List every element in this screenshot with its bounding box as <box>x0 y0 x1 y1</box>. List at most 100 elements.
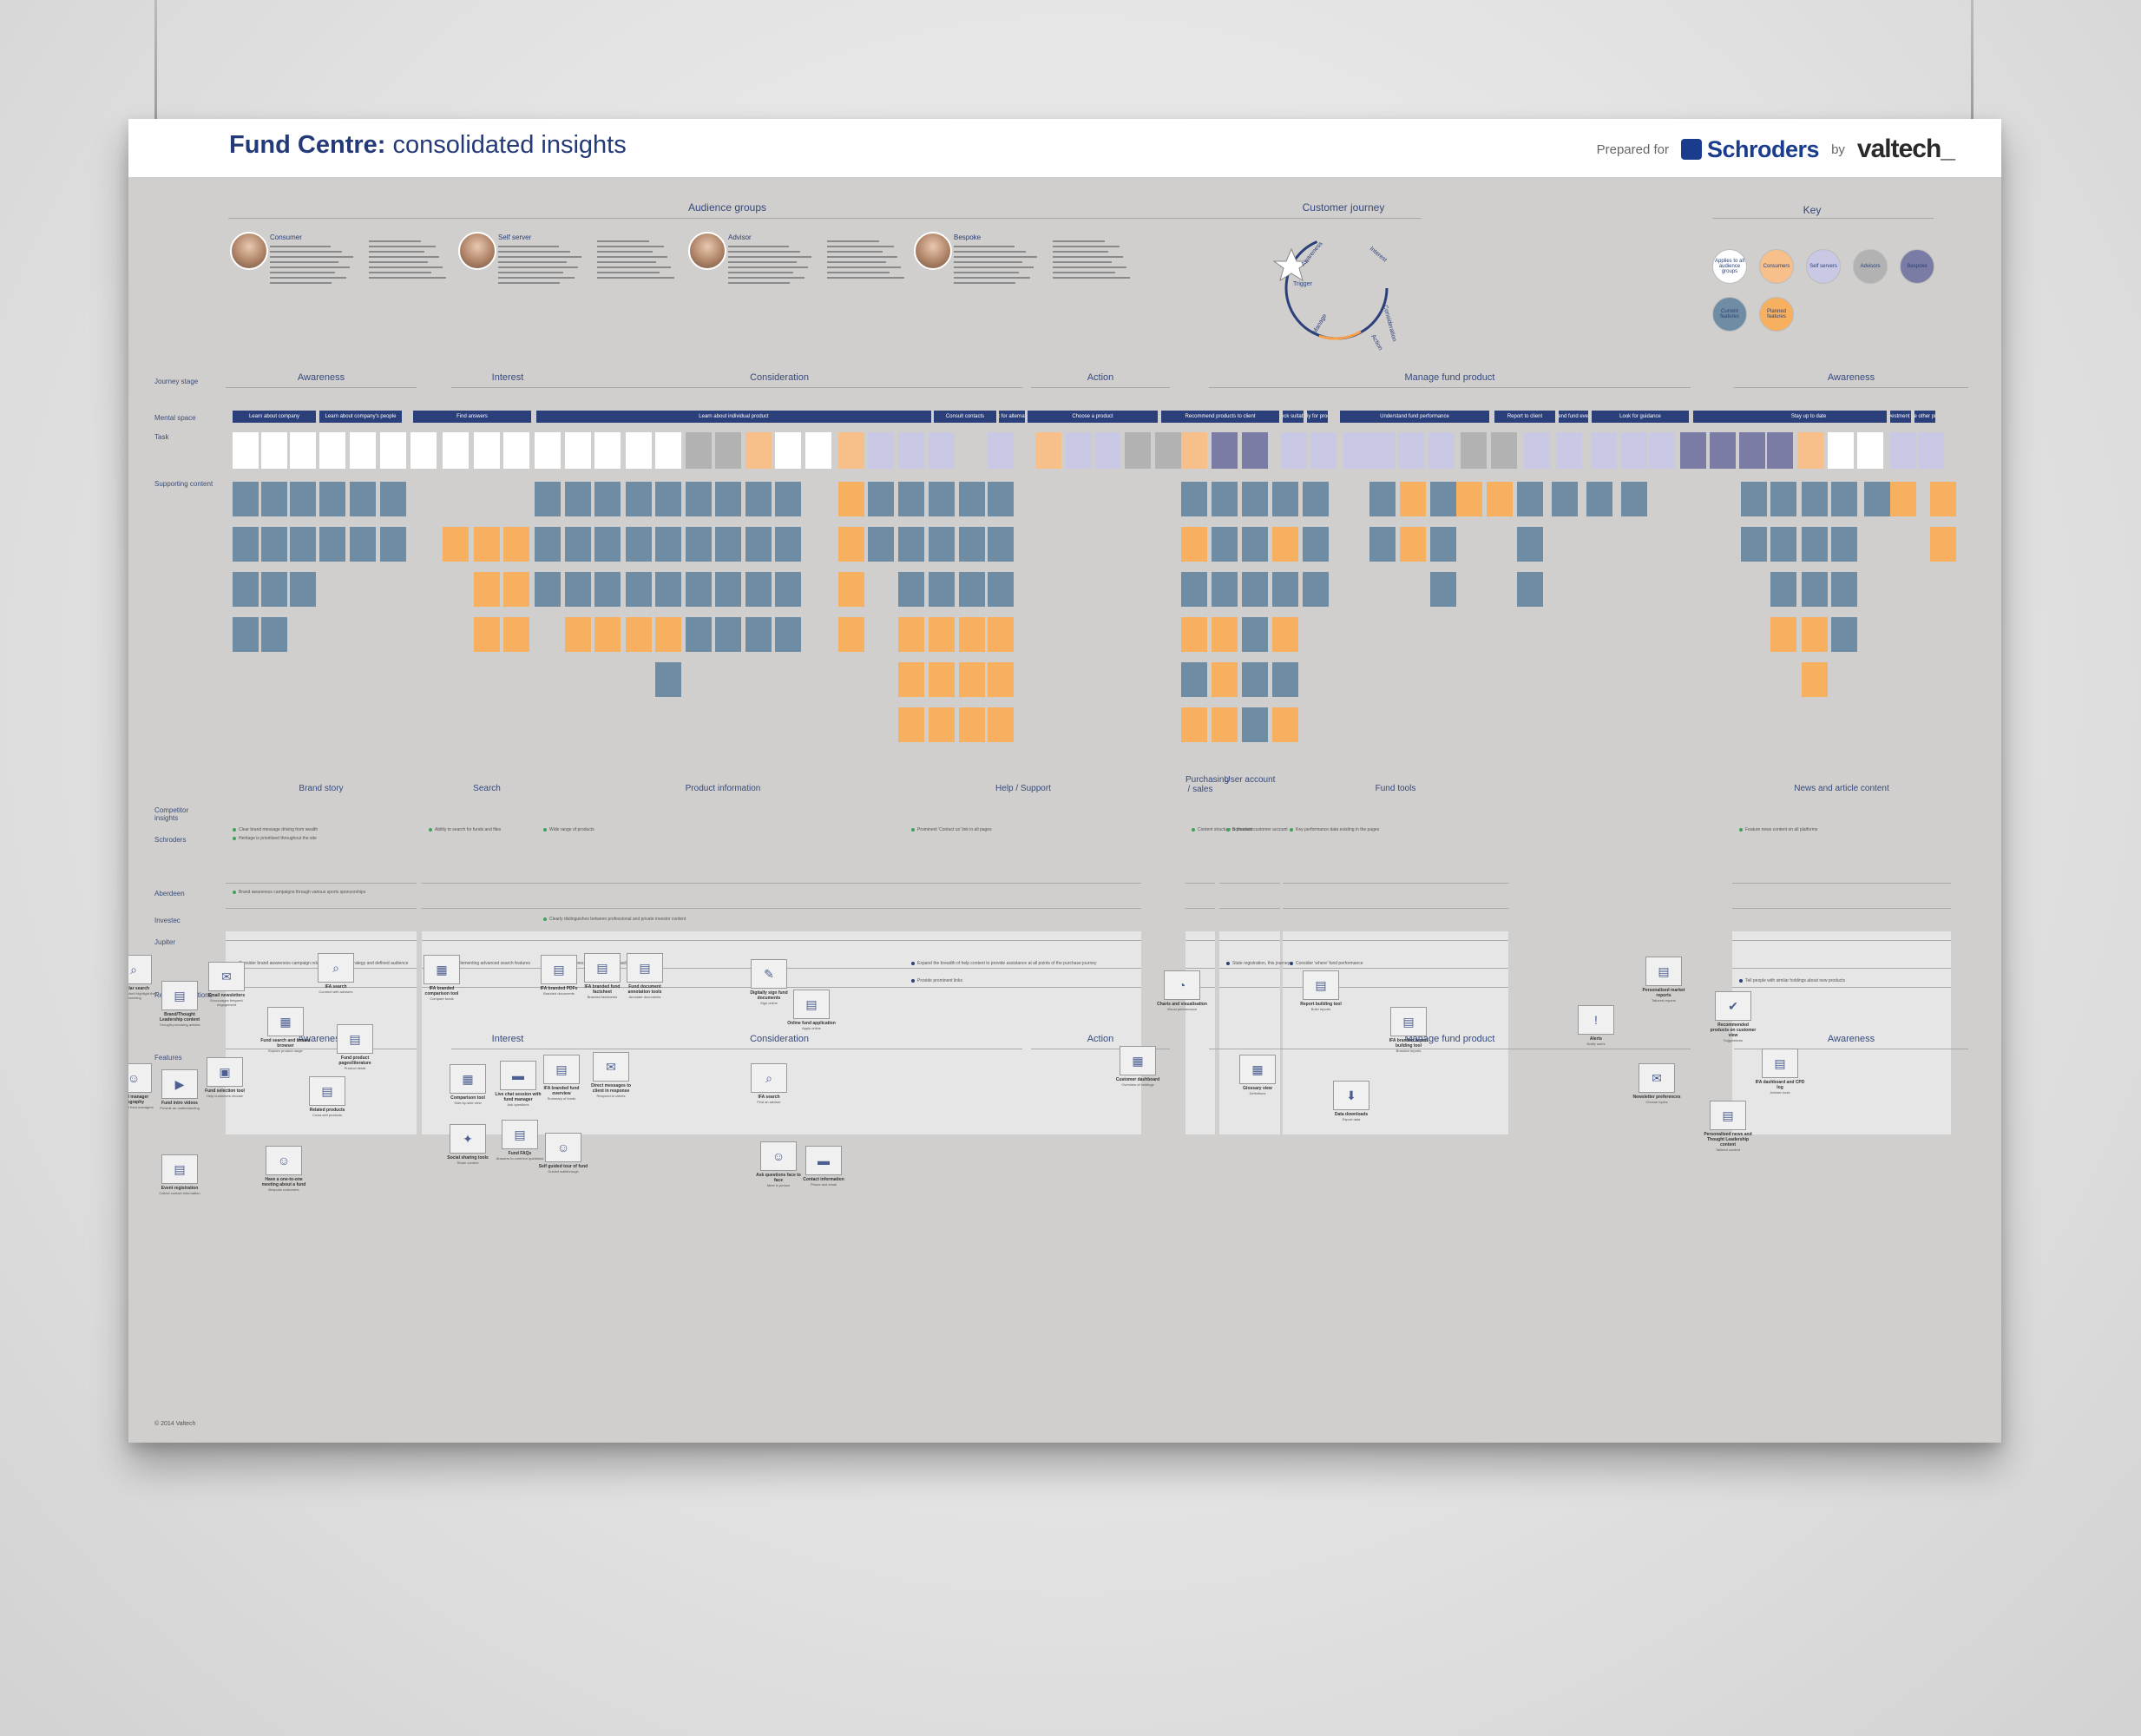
key-needs-line <box>369 246 436 247</box>
feature-label: Fund FAQs <box>508 1151 532 1156</box>
feature-description: Product detail <box>344 1066 366 1070</box>
content-card <box>868 527 894 562</box>
content-card <box>929 707 955 742</box>
feature-card: ▬ Contact information Phone and email <box>798 1146 849 1187</box>
content-card <box>594 572 621 607</box>
stage-rule <box>536 387 1022 388</box>
description-line <box>728 272 793 273</box>
journey-stage: Manage fund product <box>1404 372 1495 383</box>
bullet-text: Key performance data existing in the pag… <box>1296 827 1380 832</box>
description-line <box>498 266 578 268</box>
bullet-text: Expand the breadth of help content to pr… <box>917 961 1097 966</box>
task-card <box>805 432 831 469</box>
insight-bullet: Ability to search for funds and files <box>429 827 501 832</box>
feature-card: ▤ IFA branded fund factsheet Branded facts… <box>577 953 627 999</box>
competitor-column-title: Search <box>473 784 501 793</box>
avatar <box>458 232 496 270</box>
task-card <box>1857 432 1883 469</box>
content-card <box>1272 482 1298 516</box>
task-card <box>1343 432 1369 469</box>
label-mental-space: Mental space <box>154 414 196 422</box>
content-card <box>290 527 316 562</box>
feature-icon: ▤ <box>161 1154 198 1184</box>
feature-icon: ▦ <box>424 955 460 984</box>
content-card <box>745 527 772 562</box>
feature-description: Export data <box>1342 1117 1361 1121</box>
hanging-wire-right <box>1971 0 1974 128</box>
feature-card: ▤ Fund product pages/literature Product de… <box>330 1024 380 1070</box>
description-line <box>954 266 1034 268</box>
content-card <box>261 527 287 562</box>
schroders-crest-icon <box>1681 139 1703 160</box>
content-card <box>565 572 591 607</box>
task-card <box>1094 432 1120 469</box>
feature-label: Recommended products on customer view <box>1710 1023 1757 1038</box>
feature-label: Contact information <box>803 1177 844 1182</box>
competitor-column-title: User account <box>1224 775 1276 785</box>
bullet-dot-icon <box>543 917 547 921</box>
feature-label: Regular search <box>128 986 150 991</box>
task-card <box>350 432 376 469</box>
content-card <box>474 527 500 562</box>
competitor-column-title: Fund tools <box>1375 784 1416 793</box>
feature-icon: ✉ <box>593 1052 629 1082</box>
content-card <box>1212 617 1238 652</box>
feature-label: Fund search and basket browser <box>260 1038 311 1049</box>
task-card <box>594 432 621 469</box>
audience-groups-title: Audience groups <box>687 201 767 214</box>
task-card <box>1491 432 1517 469</box>
description-line <box>728 277 805 279</box>
key-needs-line <box>827 272 890 273</box>
feature-label: IFA branded report building tool <box>1389 1038 1428 1049</box>
feature-icon: ▦ <box>1239 1055 1276 1084</box>
bullet-dot-icon <box>1739 827 1743 832</box>
feature-card: ▤ Report building tool Build reports <box>1296 970 1346 1011</box>
competitor-row-rule <box>1732 968 1951 969</box>
competitor-row-rule <box>1283 908 1508 909</box>
journey-stage: Awareness <box>297 372 345 383</box>
feature-label: Email newsletters <box>207 993 246 998</box>
valtech-logo: valtech_ <box>1856 135 1955 163</box>
key-needs-line <box>597 272 660 273</box>
description-line <box>270 272 335 273</box>
description-line <box>270 277 346 279</box>
bullet-dot-icon <box>233 827 236 832</box>
feature-icon: ! <box>1578 1005 1614 1035</box>
content-card <box>1552 482 1578 516</box>
insight-bullet: Consider 'where' fund performance <box>1290 961 1363 966</box>
feature-label: IFA branded fund overview <box>543 1086 580 1096</box>
task-card <box>1556 432 1582 469</box>
insight-bullet: Schroders customer account <box>1226 827 1288 832</box>
competitor-panel <box>1185 931 1215 1134</box>
competitor-row-rule <box>1185 940 1215 941</box>
competitor-column-title: Help / Support <box>995 784 1051 793</box>
task-card <box>745 432 772 469</box>
feature-icon: ▦ <box>267 1007 304 1036</box>
content-card <box>1586 482 1612 516</box>
feature-card: ☺ Ask questions face to face Meet in perso… <box>753 1141 804 1187</box>
feature-card: ✉ Newsletter preferences Choose topics <box>1632 1063 1682 1104</box>
key-needs-line <box>827 251 883 253</box>
content-card <box>988 662 1014 697</box>
insight-bullet: Expand the breadth of help content to pr… <box>911 961 1097 966</box>
mental-space: Learn about company <box>233 411 316 423</box>
description-line <box>498 282 560 284</box>
feature-card: ▤ Online fund application Apply online <box>786 990 837 1030</box>
task-card <box>626 432 652 469</box>
bullet-text: Wide range of products <box>549 827 594 832</box>
mental-space: Find investment content <box>1890 411 1911 423</box>
feature-description: Suggestions <box>1723 1038 1743 1042</box>
key-needs-line <box>1053 240 1105 242</box>
insight-bullet: Wide range of products <box>543 827 594 832</box>
task-card <box>1621 432 1647 469</box>
feature-label: Direct messages to client in response <box>591 1083 631 1094</box>
title-rest: consolidated insights <box>392 131 627 159</box>
description-line <box>270 256 353 258</box>
description-line <box>498 261 567 263</box>
content-card <box>1770 482 1796 516</box>
key-needs-line <box>827 266 901 268</box>
competitor-row-rule <box>422 987 552 988</box>
competitor-row-rule <box>1219 987 1280 988</box>
feature-description: Choose topics <box>1645 1100 1668 1104</box>
bullet-text: Ability to search for funds and files <box>435 827 502 832</box>
